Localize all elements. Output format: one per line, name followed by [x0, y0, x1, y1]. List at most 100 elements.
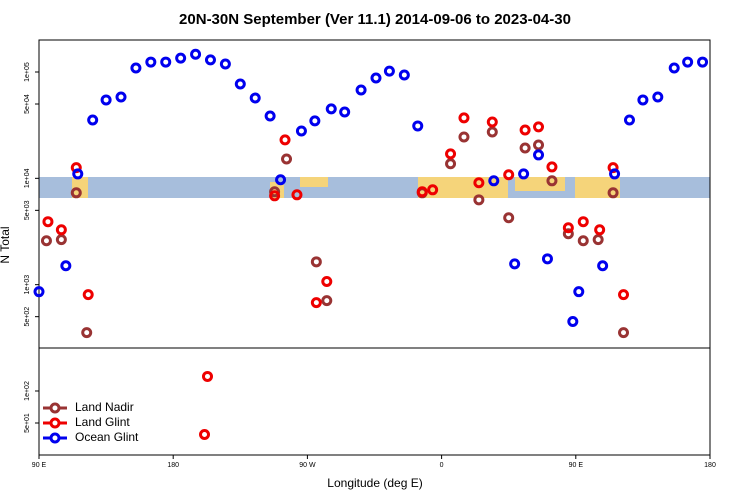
point	[546, 161, 558, 173]
point	[55, 234, 67, 246]
legend-marker	[49, 417, 61, 429]
point	[100, 94, 112, 106]
point	[291, 189, 303, 201]
point	[281, 153, 293, 165]
point	[533, 139, 545, 151]
point	[355, 84, 367, 96]
point	[618, 289, 630, 301]
point	[234, 78, 246, 90]
y-tick-label: 1e+05	[24, 62, 31, 82]
point	[486, 126, 498, 138]
point	[533, 121, 545, 133]
point	[519, 142, 531, 154]
legend-label: Land Nadir	[75, 400, 134, 414]
x-tick-label: 180	[704, 462, 716, 469]
point	[697, 56, 709, 68]
point	[577, 235, 589, 247]
point	[145, 56, 157, 68]
point	[458, 112, 470, 124]
point	[295, 125, 307, 137]
point	[637, 94, 649, 106]
point	[321, 276, 333, 288]
point	[264, 110, 276, 122]
legend-marker	[49, 402, 61, 414]
point	[310, 256, 322, 268]
y-axis-label: N Total	[0, 226, 12, 263]
point	[201, 370, 213, 382]
chart-title: 20N-30N September (Ver 11.1) 2014-09-06 …	[179, 11, 571, 28]
point	[427, 184, 439, 196]
point	[546, 175, 558, 187]
point	[398, 69, 410, 81]
point	[309, 115, 321, 127]
point	[55, 224, 67, 236]
y-tick-label: 5e+02	[24, 307, 31, 327]
plot-frame	[38, 39, 711, 456]
point	[503, 212, 515, 224]
point	[518, 168, 530, 180]
x-axis-label: Longitude (deg E)	[327, 476, 422, 490]
x-tick-label: 90 W	[299, 462, 316, 469]
legend-marker	[49, 432, 61, 444]
x-tick-label: 90 E	[569, 462, 584, 469]
point	[541, 253, 553, 265]
y-tick-label: 5e+04	[24, 94, 31, 114]
point	[412, 120, 424, 132]
x-tick-label: 90 E	[32, 462, 47, 469]
point	[339, 106, 351, 118]
point	[607, 187, 619, 199]
legend-label: Ocean Glint	[75, 430, 139, 444]
legend-label: Land Glint	[75, 415, 130, 429]
point	[190, 48, 202, 60]
y-tick-label: 1e+02	[24, 381, 31, 401]
point	[115, 91, 127, 103]
point	[445, 148, 457, 160]
point	[70, 187, 82, 199]
point	[458, 131, 470, 143]
point	[682, 56, 694, 68]
point	[567, 316, 579, 328]
point	[204, 54, 216, 66]
point	[445, 158, 457, 170]
point	[623, 114, 635, 126]
point	[249, 92, 261, 104]
map-strip	[39, 177, 710, 198]
point	[573, 286, 585, 298]
point	[383, 65, 395, 77]
point	[597, 260, 609, 272]
point	[594, 224, 606, 236]
point	[33, 286, 45, 298]
point	[175, 52, 187, 64]
point	[473, 194, 485, 206]
x-tick-label: 180	[167, 462, 179, 469]
point	[219, 58, 231, 70]
point	[279, 134, 291, 146]
point	[488, 175, 500, 187]
point	[370, 72, 382, 84]
point	[160, 56, 172, 68]
point	[609, 168, 621, 180]
point	[42, 216, 54, 228]
y-tick-label: 1e+04	[24, 168, 31, 188]
point	[416, 186, 428, 198]
point	[130, 62, 142, 74]
point	[82, 289, 94, 301]
point	[618, 327, 630, 339]
point	[310, 297, 322, 309]
point	[668, 62, 680, 74]
point	[533, 149, 545, 161]
y-tick-label: 5e+01	[24, 413, 31, 433]
point	[275, 174, 287, 186]
point	[592, 234, 604, 246]
point	[199, 428, 211, 440]
y-tick-label: 5e+03	[24, 200, 31, 220]
point	[269, 186, 281, 198]
point	[562, 228, 574, 240]
point	[321, 295, 333, 307]
point	[325, 103, 337, 115]
y-tick-label: 1e+03	[24, 275, 31, 295]
point	[562, 222, 574, 234]
point	[60, 260, 72, 272]
point	[40, 235, 52, 247]
point	[81, 327, 93, 339]
